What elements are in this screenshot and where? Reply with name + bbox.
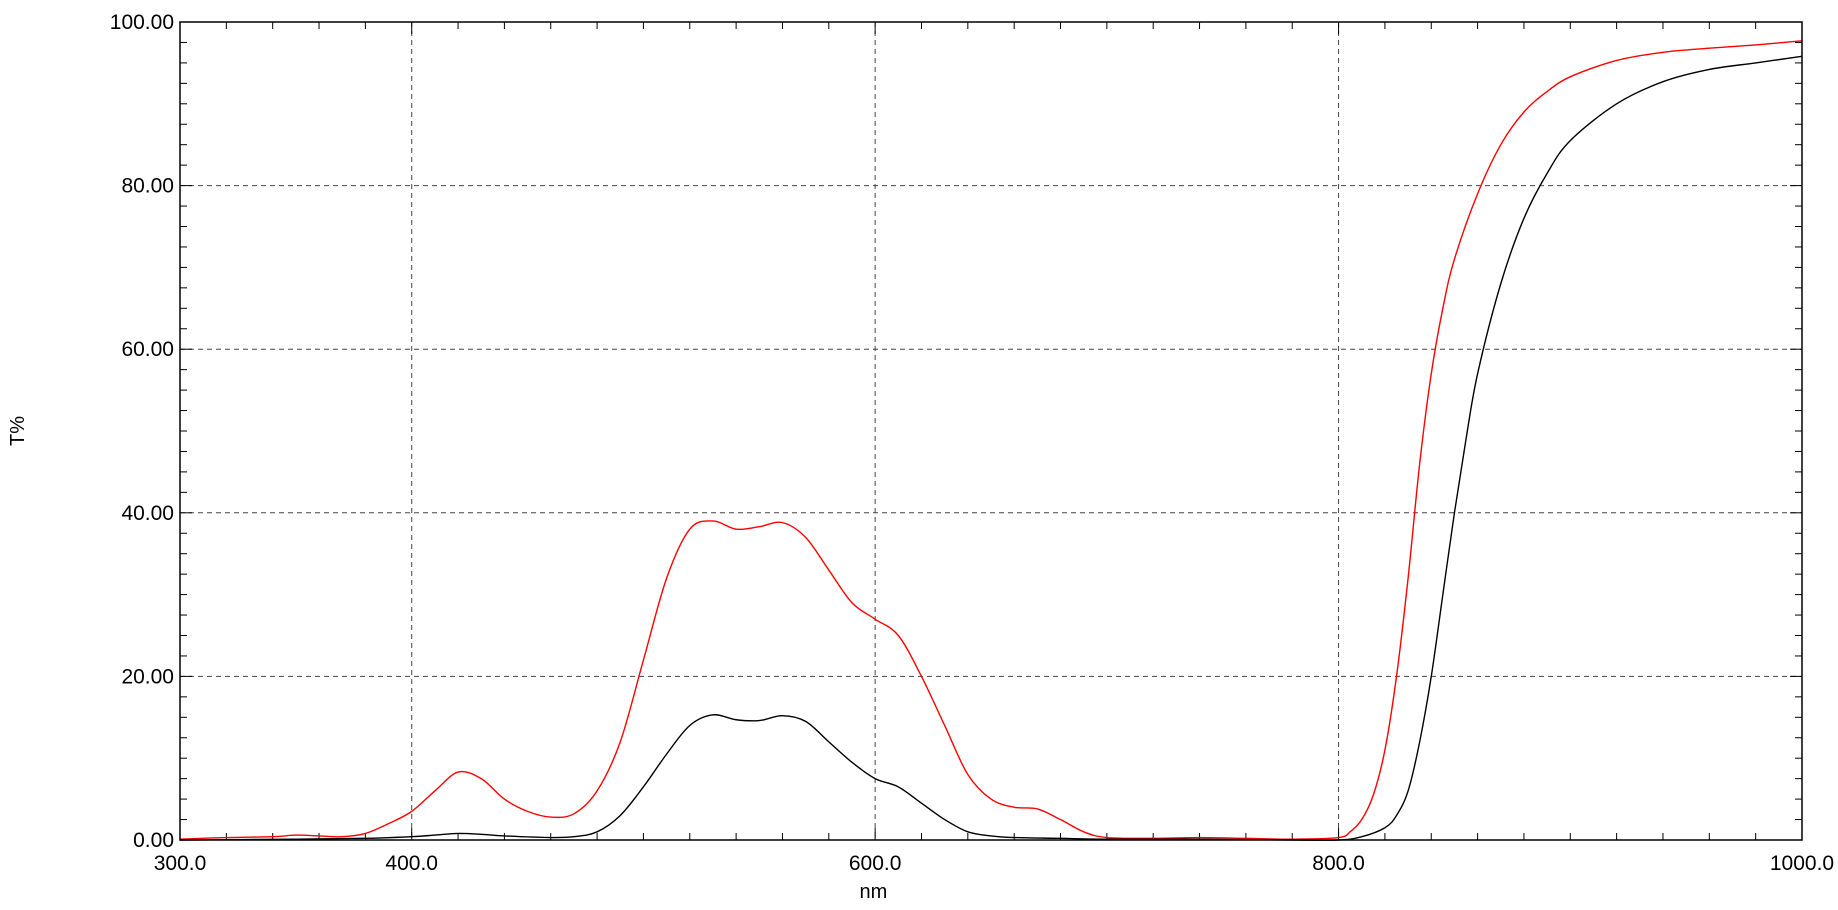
y-tick-label: 0.00	[133, 829, 174, 852]
y-tick-label: 60.00	[121, 338, 174, 361]
x-axis-title: nm	[860, 881, 888, 903]
series-line-2	[179, 55, 1803, 841]
y-tick-label: 80.00	[121, 175, 174, 198]
y-axis-title: T%	[7, 416, 29, 446]
y-tick-label: 40.00	[121, 502, 174, 525]
x-tick-label: 1000.0	[1770, 852, 1834, 875]
tick-labels: 300.0 400.0 600.0 800.0 1000.0 0.00 20.00 40.00…	[110, 11, 1834, 875]
y-tick-label: 20.00	[121, 665, 174, 688]
x-tick-label: 800.0	[1312, 852, 1365, 875]
x-tick-label: 300.0	[154, 852, 207, 875]
plot-frame	[179, 21, 1803, 841]
series-line-1	[179, 40, 1803, 840]
series-layer	[179, 40, 1803, 841]
x-tick-label: 600.0	[849, 852, 902, 875]
grid-layer	[180, 22, 1802, 840]
x-tick-label: 400.0	[385, 852, 438, 875]
y-tick-label: 100.00	[110, 11, 174, 34]
minor-ticks	[179, 21, 1803, 841]
